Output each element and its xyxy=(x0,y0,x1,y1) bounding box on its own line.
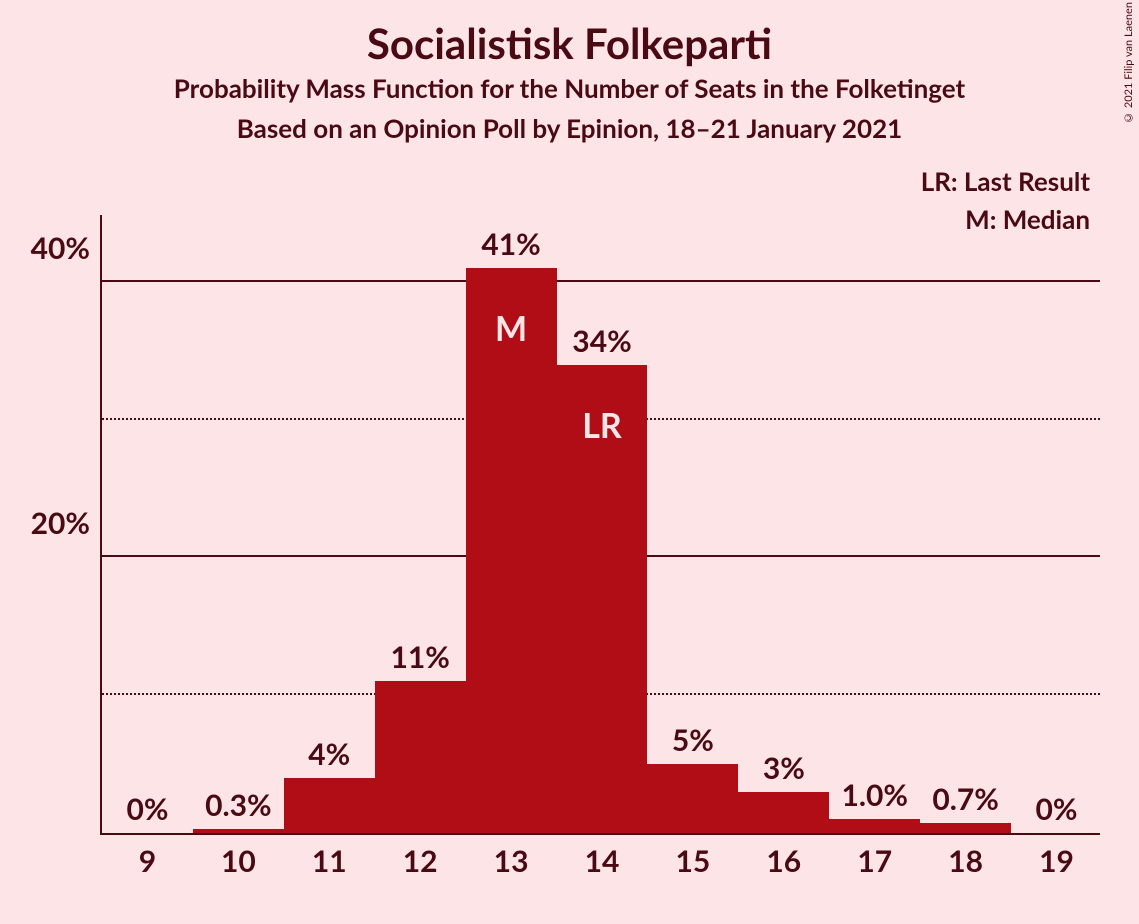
gridline-major xyxy=(102,280,1100,282)
legend-lr: LR: Last Result xyxy=(921,165,1090,197)
bar xyxy=(375,681,466,833)
x-axis-tick-label: 18 xyxy=(948,843,983,879)
x-axis-tick-label: 13 xyxy=(494,843,529,879)
x-axis-tick-label: 9 xyxy=(139,843,156,879)
x-axis-tick-label: 12 xyxy=(403,843,438,879)
bar-value-label: 41% xyxy=(481,226,540,262)
bar-chart-plot-area: LR: Last Result M: Median 20%40%0%90.3%1… xyxy=(100,215,1100,835)
chart-subtitle-2: Based on an Opinion Poll by Epinion, 18–… xyxy=(0,112,1139,144)
bar-value-label: 11% xyxy=(390,639,449,675)
bar-value-label: 0% xyxy=(126,791,168,827)
median-marker: M xyxy=(466,308,557,349)
y-axis-tick-label: 40% xyxy=(31,230,90,266)
bar xyxy=(193,829,284,833)
bar xyxy=(647,764,738,833)
bar-value-label: 0.7% xyxy=(932,781,999,817)
x-axis-tick-label: 10 xyxy=(221,843,256,879)
bar-value-label: 1.0% xyxy=(841,777,908,813)
bar-value-label: 5% xyxy=(672,722,714,758)
x-axis-tick-label: 14 xyxy=(585,843,620,879)
copyright-text: © 2021 Filip van Laenen xyxy=(1122,2,1135,124)
x-axis-tick-label: 15 xyxy=(676,843,711,879)
bar-value-label: 4% xyxy=(308,736,350,772)
bar-value-label: 0% xyxy=(1036,791,1078,827)
last-result-marker: LR xyxy=(557,405,648,446)
bar xyxy=(829,819,920,833)
x-axis-tick-label: 17 xyxy=(857,843,892,879)
bar-value-label: 0.3% xyxy=(205,787,272,823)
bar xyxy=(738,792,829,833)
x-axis-tick-label: 11 xyxy=(312,843,347,879)
bar: LR xyxy=(557,365,648,833)
bar xyxy=(284,778,375,833)
bar xyxy=(920,823,1011,833)
x-axis-tick-label: 19 xyxy=(1039,843,1074,879)
chart-title: Socialistisk Folkeparti xyxy=(0,18,1139,68)
bar-value-label: 3% xyxy=(763,750,805,786)
chart-subtitle-1: Probability Mass Function for the Number… xyxy=(0,72,1139,104)
x-axis-tick-label: 16 xyxy=(766,843,801,879)
legend-m: M: Median xyxy=(965,203,1090,235)
y-axis-tick-label: 20% xyxy=(31,505,90,541)
bar: M xyxy=(466,268,557,833)
bar-value-label: 34% xyxy=(572,323,631,359)
